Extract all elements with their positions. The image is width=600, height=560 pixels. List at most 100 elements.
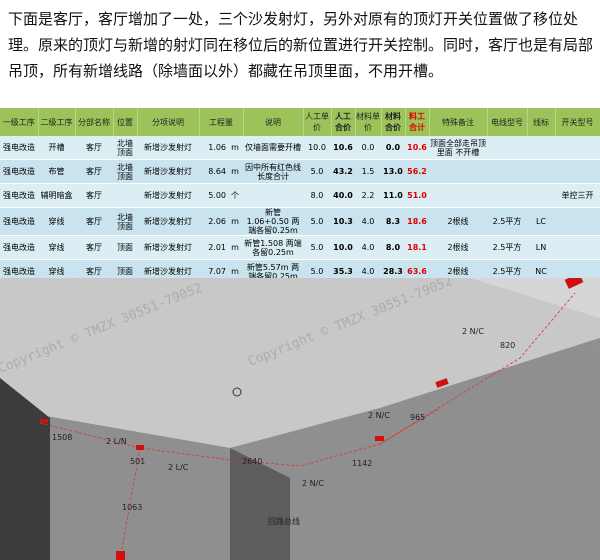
table-cell: 强电改造 (0, 159, 38, 184)
diagram-label: 2640 (242, 457, 262, 466)
table-cell: 客厅 (75, 235, 113, 260)
diagram-label: 2 L/C (168, 463, 189, 472)
table-cell: 11.0 (381, 183, 405, 208)
table-cell: m (227, 136, 243, 160)
table-cell: 10.6 (405, 136, 429, 160)
header-cell: 材料合价 (381, 108, 406, 136)
table-cell: 2.5平方 (487, 207, 527, 236)
table-cell (527, 159, 555, 184)
table-cell (555, 136, 600, 160)
table-cell: 强电改造 (0, 136, 38, 160)
header-cell: 线标 (527, 108, 556, 136)
cost-table: 一级工序 二级工序 分部名称 位置 分项说明 工程量 说明 人工单价 人工合价 材料单价 材料合价料… (0, 108, 600, 284)
table-cell: 2根线 (429, 207, 487, 236)
table-cell: 客厅 (75, 183, 113, 208)
table-cell: 43.2 (331, 159, 355, 184)
table-cell: 8.64 (199, 159, 227, 184)
table-cell: 北墙顶面 (113, 136, 137, 160)
table-cell: 穿线 (38, 235, 75, 260)
table-cell: 新增沙发射灯 (137, 207, 199, 236)
table-cell (429, 159, 487, 184)
header-cell: 特殊备注 (429, 108, 488, 136)
table-cell: 仅墙面需要开槽 (243, 136, 303, 160)
table-cell: 北墙顶面 (113, 207, 137, 236)
header-cell: 料工合计 (405, 108, 430, 136)
table-cell: 18.1 (405, 235, 429, 260)
diagram-label: 1063 (122, 503, 142, 512)
table-cell (527, 183, 555, 208)
table-row: 强电改造 布管 客厅 北墙顶面 新增沙发射灯 8.64 m 因中所有红色线长度合计 5.0 43.… (0, 159, 600, 184)
header-row: 一级工序 二级工序 分部名称 位置 分项说明 工程量 说明 人工单价 人工合价 材料单价 材料合价料… (0, 108, 600, 136)
table-cell: m (227, 207, 243, 236)
header-cell: 人工合价 (331, 108, 356, 136)
table-cell (555, 235, 600, 260)
header-cell: 工程量 (199, 108, 244, 136)
header-cell: 开关型号 (555, 108, 600, 136)
table-cell (487, 136, 527, 160)
table-cell: 顶面全部走吊顶里面 不开槽 (429, 136, 487, 160)
table-cell: 1.5 (355, 159, 381, 184)
table-cell: 56.2 (405, 159, 429, 184)
table-cell: 10.3 (331, 207, 355, 236)
table-cell: 开槽 (38, 136, 75, 160)
table-cell: 强电改造 (0, 235, 38, 260)
table-cell: 2.2 (355, 183, 381, 208)
table-cell (555, 159, 600, 184)
table-cell: 4.0 (355, 235, 381, 260)
table-cell: LN (527, 235, 555, 260)
diagram-label: 2 N/C (302, 479, 324, 488)
table-cell: 新增沙发射灯 (137, 159, 199, 184)
table-cell: 顶面 (113, 235, 137, 260)
table-cell: 个 (227, 183, 243, 208)
table-cell: 0.0 (381, 136, 405, 160)
table-cell: 布管 (38, 159, 75, 184)
table-cell: 强电改造 (0, 207, 38, 236)
table-cell: 2.06 (199, 207, 227, 236)
header-cell: 一级工序 (0, 108, 39, 136)
table-cell: 5.0 (303, 207, 331, 236)
table-cell: LC (527, 207, 555, 236)
table-cell: 5.0 (303, 235, 331, 260)
table-cell: 18.6 (405, 207, 429, 236)
table-cell: 新增沙发射灯 (137, 136, 199, 160)
diagram-label: 2 L/N (106, 437, 127, 446)
table-row: 强电改造 开槽 客厅 北墙顶面 新增沙发射灯 1.06 m 仅墙面需要开槽 10.0 10.6 0.… (0, 136, 600, 160)
table-cell: 13.0 (381, 159, 405, 184)
header-cell: 分部名称 (75, 108, 114, 136)
table-cell (487, 183, 527, 208)
header-cell: 电线型号 (487, 108, 528, 136)
table-cell: 2根线 (429, 235, 487, 260)
diagram-label: 965 (410, 413, 425, 422)
table-cell: 10.6 (331, 136, 355, 160)
diagram-label: 1142 (352, 459, 372, 468)
table-cell: 新增沙发射灯 (137, 235, 199, 260)
diagram-label: 820 (500, 341, 515, 350)
table-cell (429, 183, 487, 208)
table-cell: 新增沙发射灯 (137, 183, 199, 208)
intro-text: 下面是客厅，客厅增加了一处，三个沙发射灯，另外对原有的顶灯开关位置做了移位处理。… (8, 10, 594, 80)
diagram-label: 2 N/C (462, 327, 484, 336)
diagram-label: 1508 (52, 433, 72, 442)
table-cell: 0.0 (355, 136, 381, 160)
table-cell: 4.0 (355, 207, 381, 236)
table-cell: 2.01 (199, 235, 227, 260)
table-cell: 客厅 (75, 136, 113, 160)
table-cell (113, 183, 137, 208)
header-cell: 二级工序 (38, 108, 76, 136)
table-row: 强电改造 穿线 客厅 顶面 新增沙发射灯 2.01 m 新管1.508 两端各留0.25m 5.… (0, 235, 600, 260)
table-cell: 10.0 (331, 235, 355, 260)
table-cell: 新管1.06+0.50 两端各留0.25m (243, 207, 303, 236)
table-cell (527, 136, 555, 160)
table-cell: 5.0 (303, 159, 331, 184)
table-cell: m (227, 259, 243, 284)
table-cell: 客厅 (75, 159, 113, 184)
render: 2 N/C 820 2 N/C 965 1508 2 L/N 501 2 L/C 2640 114… (0, 278, 600, 560)
table-cell: 40.0 (331, 183, 355, 208)
table-cell: 8.3 (381, 207, 405, 236)
table-cell: 客厅 (75, 207, 113, 236)
table-cell: m (227, 235, 243, 260)
table-cell: 新管1.508 两端各留0.25m (243, 235, 303, 260)
header-cell: 位置 (113, 108, 138, 136)
table-cell: 2.5平方 (487, 235, 527, 260)
